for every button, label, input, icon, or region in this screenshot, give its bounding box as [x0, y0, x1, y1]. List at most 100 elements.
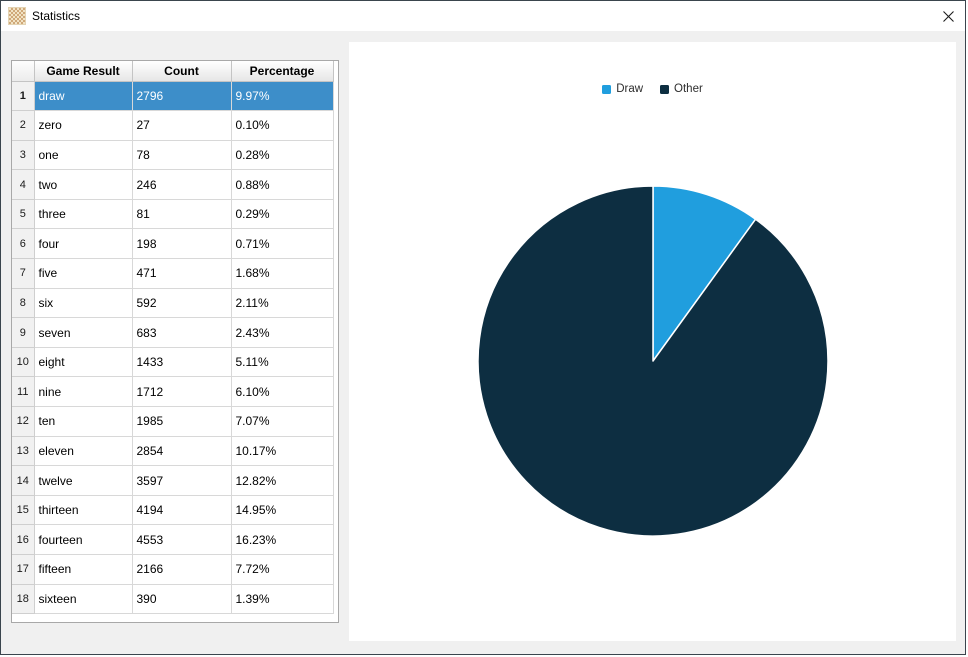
cell-percentage[interactable]: 0.71%	[230, 228, 334, 260]
cell-game-result[interactable]: seven	[33, 317, 133, 348]
row-number[interactable]: 14	[12, 465, 35, 496]
cell-count[interactable]: 81	[131, 198, 232, 230]
cell-percentage[interactable]: 2.43%	[230, 317, 334, 348]
chart-legend: Draw Other	[349, 83, 956, 95]
row-number[interactable]: 13	[12, 435, 35, 467]
cell-count[interactable]: 2166	[131, 554, 232, 585]
legend-item-draw: Draw	[602, 83, 643, 95]
cell-count[interactable]: 683	[131, 317, 232, 348]
table-row: 12 ten 1985 7.07%	[12, 406, 334, 437]
cell-count[interactable]: 390	[131, 583, 232, 615]
column-header-count[interactable]: Count	[131, 61, 232, 82]
column-header-percentage[interactable]: Percentage	[230, 61, 334, 82]
cell-game-result[interactable]: sixteen	[33, 583, 133, 615]
results-table: Game Result Count Percentage 1 draw 2796 9.…	[12, 61, 334, 615]
cell-percentage[interactable]: 7.07%	[230, 406, 334, 437]
table-row: 13 eleven 2854 10.17%	[12, 435, 334, 467]
row-number[interactable]: 7	[12, 258, 35, 289]
pie-slice-draw[interactable]	[652, 185, 757, 362]
cell-game-result[interactable]: ten	[33, 406, 133, 437]
row-number[interactable]: 11	[12, 376, 35, 408]
cell-count[interactable]: 1985	[131, 406, 232, 437]
table-row: 16 fourteen 4553 16.23%	[12, 524, 334, 555]
cell-percentage[interactable]: 14.95%	[230, 494, 334, 526]
cell-count[interactable]: 27	[131, 110, 232, 141]
pie-slice-other[interactable]	[477, 185, 829, 537]
cell-count[interactable]: 198	[131, 228, 232, 260]
row-number[interactable]: 1	[12, 80, 35, 112]
legend-swatch-icon	[660, 84, 670, 94]
cell-game-result[interactable]: eight	[33, 346, 133, 378]
cell-game-result[interactable]: nine	[33, 376, 133, 408]
chart-panel: Draw Other	[349, 42, 956, 641]
cell-percentage[interactable]: 0.28%	[230, 139, 334, 171]
pie-chart	[477, 185, 829, 537]
row-number[interactable]: 10	[12, 346, 35, 378]
legend-label: Draw	[616, 83, 644, 95]
cell-game-result[interactable]: four	[33, 228, 133, 260]
table-row: 7 five 471 1.68%	[12, 258, 334, 289]
close-button[interactable]	[931, 1, 965, 31]
legend-label: Other	[674, 83, 703, 95]
cell-count[interactable]: 2854	[131, 435, 232, 467]
cell-count[interactable]: 1712	[131, 376, 232, 408]
cell-percentage[interactable]: 6.10%	[230, 376, 334, 408]
table-row: 1 draw 2796 9.97%	[12, 80, 334, 112]
cell-count[interactable]: 471	[131, 258, 232, 289]
table-row: 17 fifteen 2166 7.72%	[12, 554, 334, 585]
cell-count[interactable]: 78	[131, 139, 232, 171]
cell-game-result[interactable]: two	[33, 169, 133, 200]
column-header-game-result[interactable]: Game Result	[33, 61, 133, 82]
row-number[interactable]: 18	[12, 583, 35, 615]
row-number[interactable]: 17	[12, 554, 35, 585]
cell-game-result[interactable]: five	[33, 258, 133, 289]
row-number[interactable]: 16	[12, 524, 35, 555]
cell-game-result[interactable]: three	[33, 198, 133, 230]
row-number[interactable]: 3	[12, 139, 35, 171]
row-number[interactable]: 4	[12, 169, 35, 200]
cell-count[interactable]: 2796	[131, 80, 232, 112]
cell-game-result[interactable]: fourteen	[33, 524, 133, 555]
cell-count[interactable]: 4553	[131, 524, 232, 555]
cell-percentage[interactable]: 10.17%	[230, 435, 334, 467]
row-number[interactable]: 6	[12, 228, 35, 260]
cell-count[interactable]: 3597	[131, 465, 232, 496]
row-number[interactable]: 5	[12, 198, 35, 230]
table-row: 6 four 198 0.71%	[12, 228, 334, 260]
cell-game-result[interactable]: one	[33, 139, 133, 171]
window-title: Statistics	[32, 9, 81, 23]
cell-count[interactable]: 246	[131, 169, 232, 200]
legend-item-other: Other	[660, 83, 703, 95]
row-number[interactable]: 12	[12, 406, 35, 437]
cell-percentage[interactable]: 2.11%	[230, 287, 334, 319]
cell-percentage[interactable]: 1.68%	[230, 258, 334, 289]
results-table-panel: Game Result Count Percentage 1 draw 2796 9.…	[11, 60, 339, 623]
cell-percentage[interactable]: 1.39%	[230, 583, 334, 615]
cell-game-result[interactable]: six	[33, 287, 133, 319]
cell-count[interactable]: 4194	[131, 494, 232, 526]
cell-percentage[interactable]: 0.88%	[230, 169, 334, 200]
cell-game-result[interactable]: draw	[33, 80, 133, 112]
cell-game-result[interactable]: zero	[33, 110, 133, 141]
row-number[interactable]: 15	[12, 494, 35, 526]
cell-count[interactable]: 592	[131, 287, 232, 319]
cell-percentage[interactable]: 7.72%	[230, 554, 334, 585]
row-number[interactable]: 8	[12, 287, 35, 319]
cell-game-result[interactable]: twelve	[33, 465, 133, 496]
table-row: 8 six 592 2.11%	[12, 287, 334, 319]
cell-game-result[interactable]: eleven	[33, 435, 133, 467]
cell-count[interactable]: 1433	[131, 346, 232, 378]
title-bar: Statistics	[1, 1, 965, 31]
cell-percentage[interactable]: 9.97%	[230, 80, 334, 112]
table-row: 15 thirteen 4194 14.95%	[12, 494, 334, 526]
row-number[interactable]: 9	[12, 317, 35, 348]
cell-percentage[interactable]: 16.23%	[230, 524, 334, 555]
cell-percentage[interactable]: 12.82%	[230, 465, 334, 496]
table-row: 14 twelve 3597 12.82%	[12, 465, 334, 496]
cell-percentage[interactable]: 5.11%	[230, 346, 334, 378]
cell-game-result[interactable]: fifteen	[33, 554, 133, 585]
row-number[interactable]: 2	[12, 110, 35, 141]
cell-game-result[interactable]: thirteen	[33, 494, 133, 526]
cell-percentage[interactable]: 0.10%	[230, 110, 334, 141]
cell-percentage[interactable]: 0.29%	[230, 198, 334, 230]
